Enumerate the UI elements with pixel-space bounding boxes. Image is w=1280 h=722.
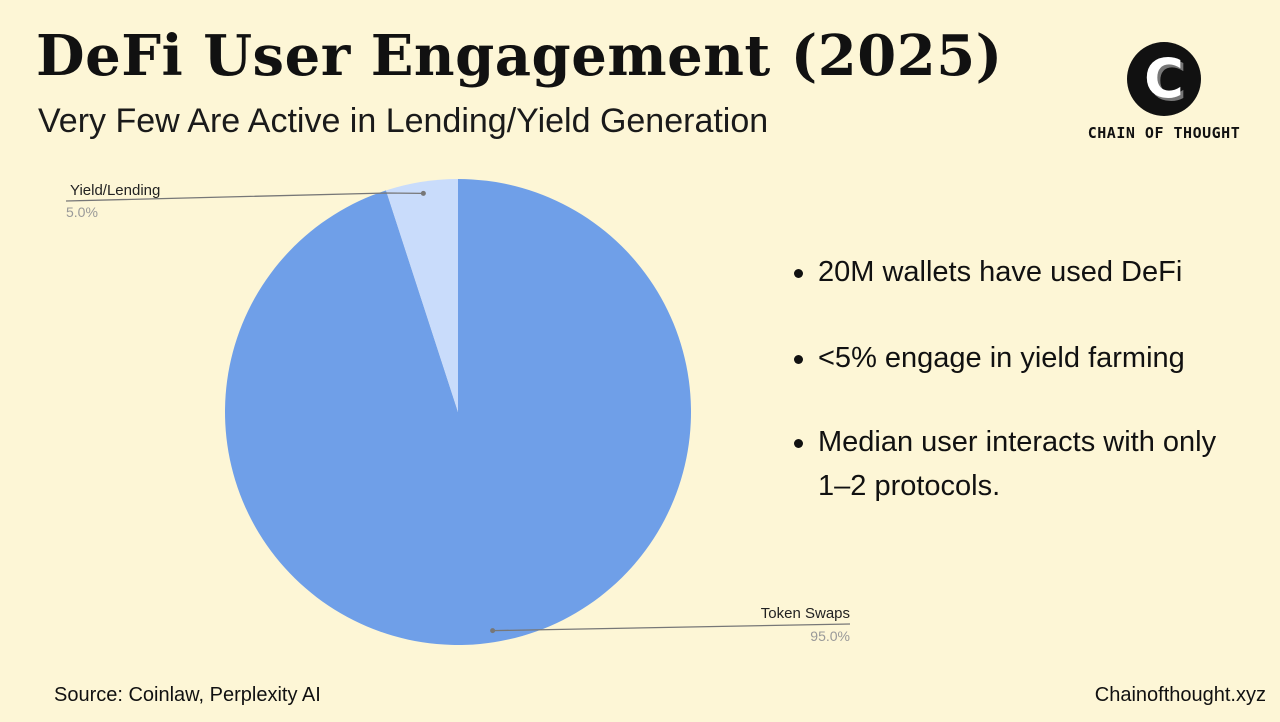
callout-dot [420,190,426,196]
logo-letter: C [1144,47,1184,110]
source-note: Source: Coinlaw, Perplexity AI [54,684,321,706]
key-points-list: 20M wallets have used DeFi <5% engage in… [790,250,1250,550]
callout-line [65,192,424,202]
key-point: Median user interacts with only 1–2 prot… [790,420,1250,508]
page-subtitle: Very Few Are Active in Lending/Yield Gen… [38,102,769,140]
key-point: 20M wallets have used DeFi [790,250,1250,294]
logo-circle-icon: C [1127,42,1201,116]
logo-wordmark: CHAIN OF THOUGHT [1087,124,1241,142]
slice-label: Token Swaps [761,605,850,622]
slice-label: Yield/Lending [70,182,160,199]
brand-logo: C CHAIN OF THOUGHT [1084,42,1244,142]
key-point: <5% engage in yield farming [790,336,1250,380]
callout-dot [490,628,496,634]
site-link[interactable]: Chainofthought.xyz [1094,684,1266,706]
slice-value-label: 95.0% [810,628,850,644]
callout-line [492,623,851,632]
page-title: DeFi User Engagement (2025) [36,23,1003,89]
slice-value-label: 5.0% [66,204,98,220]
pie-slice [385,179,458,412]
